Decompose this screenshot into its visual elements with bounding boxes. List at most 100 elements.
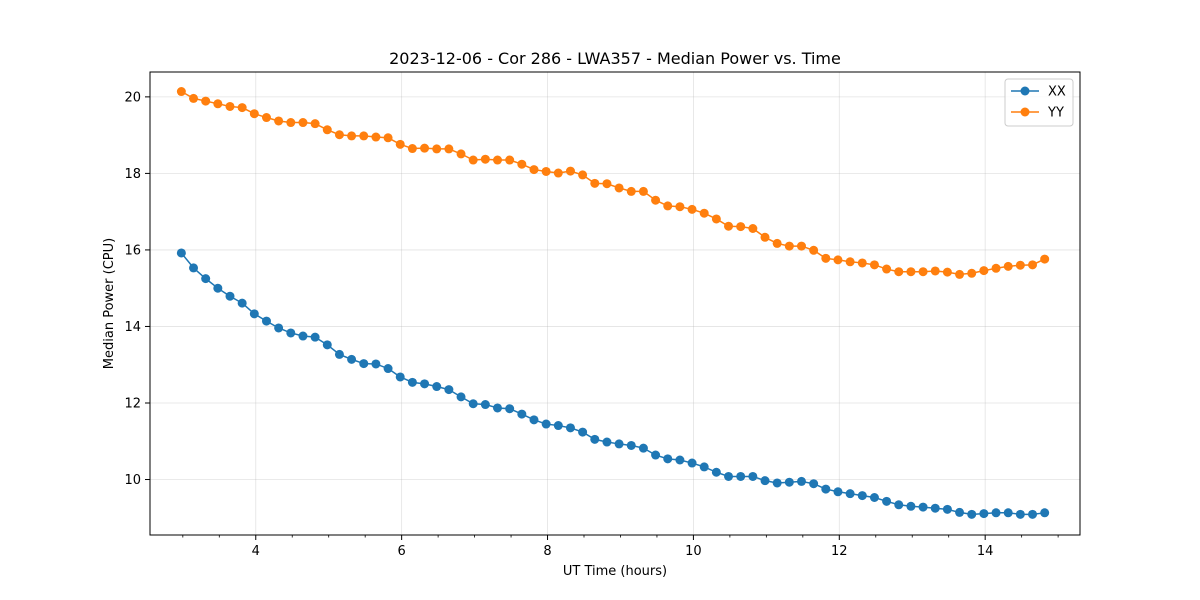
chart-title: 2023-12-06 - Cor 286 - LWA357 - Median P…	[389, 49, 841, 68]
data-point-xx	[796, 476, 806, 486]
data-point-xx	[675, 455, 685, 465]
data-point-xx	[371, 359, 381, 369]
data-point-yy	[347, 131, 357, 141]
data-point-xx	[347, 354, 357, 364]
data-point-yy	[444, 144, 454, 154]
data-point-xx	[869, 493, 879, 502]
data-point-yy	[213, 99, 223, 109]
data-point-yy	[1003, 261, 1013, 271]
data-point-xx	[359, 359, 369, 369]
data-point-xx	[274, 323, 284, 333]
data-point-xx	[517, 409, 527, 419]
legend-label-yy: YY	[1047, 106, 1064, 121]
data-point-yy	[955, 269, 965, 279]
data-point-yy	[395, 139, 405, 149]
data-point-yy	[687, 204, 697, 214]
data-point-xx	[1028, 509, 1038, 519]
data-point-yy	[383, 133, 393, 143]
data-point-yy	[553, 168, 563, 178]
axes: 4 6 8 10 12 14 10 12 14 16 18 20	[124, 90, 1059, 559]
data-point-xx	[444, 385, 454, 395]
data-point-xx	[553, 421, 563, 431]
data-point-xx	[529, 415, 539, 425]
data-point-xx	[626, 440, 636, 450]
data-point-xx	[189, 263, 199, 273]
data-point-xx	[298, 331, 308, 341]
data-point-xx	[699, 462, 709, 472]
legend: XX YY	[1004, 78, 1074, 127]
data-point-xx	[845, 489, 855, 499]
data-point-xx	[505, 404, 515, 414]
x-tick-label: 10	[685, 544, 702, 559]
data-point-yy	[201, 96, 211, 106]
data-point-yy	[420, 143, 430, 153]
data-point-yy	[1040, 254, 1050, 264]
data-point-yy	[578, 170, 588, 180]
data-point-yy	[407, 144, 417, 154]
series-xx	[176, 248, 1050, 519]
data-point-xx	[724, 471, 734, 481]
data-point-yy	[237, 103, 247, 113]
data-point-yy	[468, 155, 478, 165]
data-point-xx	[420, 379, 430, 389]
data-point-yy	[711, 214, 721, 224]
data-point-xx	[249, 309, 259, 319]
legend-marker-xx	[1020, 86, 1030, 96]
data-point-xx	[882, 496, 892, 506]
data-point-yy	[809, 245, 819, 255]
data-point-yy	[286, 118, 296, 128]
data-point-xx	[748, 471, 758, 481]
data-point-xx	[906, 501, 916, 511]
data-point-yy	[626, 186, 636, 196]
data-point-yy	[857, 258, 867, 268]
data-point-yy	[480, 154, 490, 164]
data-point-xx	[334, 349, 344, 359]
data-point-yy	[310, 119, 320, 129]
data-point-yy	[991, 263, 1001, 273]
data-point-xx	[930, 503, 940, 513]
data-point-xx	[456, 392, 466, 402]
data-point-yy	[249, 109, 259, 119]
legend-label-xx: XX	[1048, 85, 1066, 100]
data-point-xx	[493, 403, 503, 413]
grid	[150, 72, 1080, 535]
data-point-yy	[894, 267, 904, 277]
data-point-xx	[663, 454, 673, 464]
data-point-yy	[930, 266, 940, 276]
y-tick-label: 12	[124, 396, 141, 411]
data-point-xx	[225, 291, 235, 301]
data-point-yy	[565, 166, 575, 176]
data-point-xx	[736, 471, 746, 481]
y-tick-label: 14	[124, 320, 141, 335]
data-point-xx	[590, 434, 600, 444]
data-point-xx	[967, 509, 977, 519]
data-point-yy	[651, 195, 661, 205]
data-point-xx	[833, 487, 843, 497]
data-point-xx	[784, 477, 794, 487]
data-point-xx	[237, 298, 247, 308]
data-point-xx	[468, 399, 478, 409]
x-tick-label: 12	[831, 544, 848, 559]
data-point-yy	[359, 131, 369, 141]
data-point-xx	[213, 283, 223, 293]
data-point-yy	[1028, 260, 1038, 270]
data-point-xx	[651, 450, 661, 460]
data-point-yy	[517, 159, 527, 169]
data-point-xx	[286, 328, 296, 338]
series-yy	[176, 87, 1050, 279]
data-point-yy	[736, 222, 746, 232]
series-layer	[176, 87, 1050, 519]
data-point-xx	[918, 502, 928, 512]
data-point-xx	[261, 316, 271, 326]
data-point-xx	[942, 504, 952, 514]
data-point-xx	[760, 476, 770, 486]
data-point-xx	[395, 372, 405, 382]
data-point-yy	[529, 165, 539, 175]
data-point-yy	[225, 101, 235, 111]
data-point-xx	[432, 382, 442, 392]
data-point-xx	[322, 340, 332, 350]
data-point-yy	[614, 183, 624, 193]
data-point-yy	[784, 241, 794, 251]
x-axis-label: UT Time (hours)	[563, 564, 667, 579]
data-point-yy	[189, 93, 199, 103]
